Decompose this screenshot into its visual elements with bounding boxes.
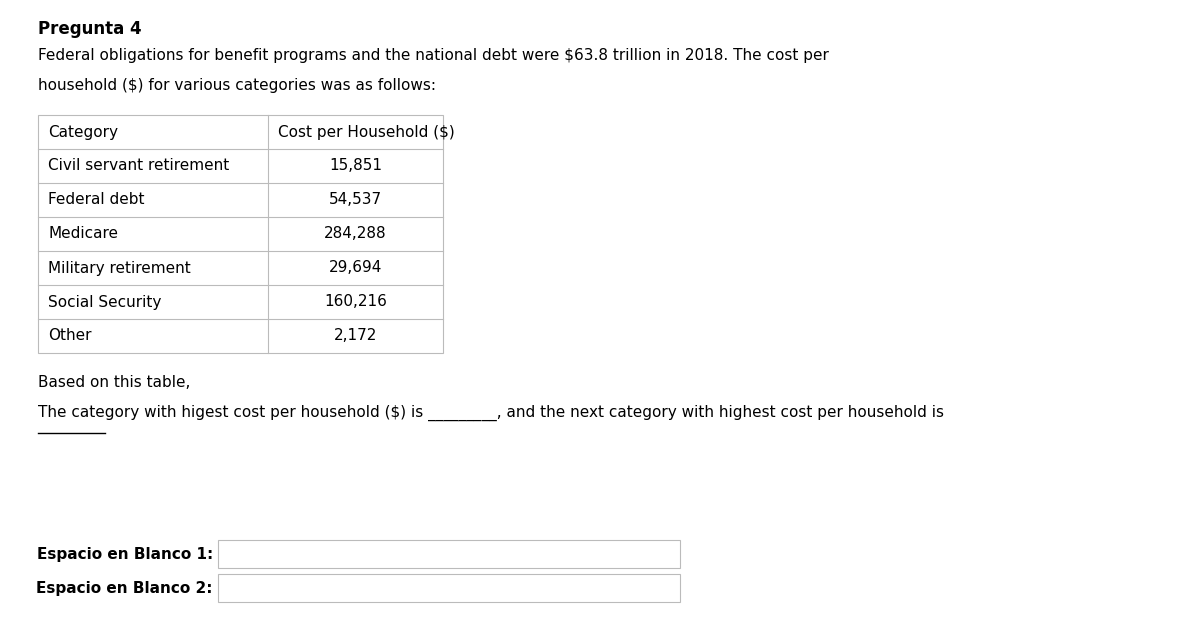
Text: Espacio en Blanco 2:: Espacio en Blanco 2: xyxy=(36,581,214,595)
Text: 160,216: 160,216 xyxy=(324,294,386,310)
Bar xyxy=(218,574,680,602)
Text: Other: Other xyxy=(48,329,91,343)
Text: Federal obligations for benefit programs and the national debt were $63.8 trilli: Federal obligations for benefit programs… xyxy=(38,48,829,63)
Text: 29,694: 29,694 xyxy=(329,261,382,275)
Text: The category with higest cost per household ($) is _________, and the next categ: The category with higest cost per househ… xyxy=(38,405,944,421)
Text: Pregunta 4: Pregunta 4 xyxy=(38,20,142,38)
Text: Category: Category xyxy=(48,125,118,139)
Text: 284,288: 284,288 xyxy=(324,226,386,242)
Text: household ($) for various categories was as follows:: household ($) for various categories was… xyxy=(38,78,436,93)
Text: 54,537: 54,537 xyxy=(329,193,382,207)
Bar xyxy=(218,540,680,568)
Text: 2,172: 2,172 xyxy=(334,329,377,343)
Text: Medicare: Medicare xyxy=(48,226,118,242)
Text: Social Security: Social Security xyxy=(48,294,161,310)
Text: Military retirement: Military retirement xyxy=(48,261,191,275)
Text: Federal debt: Federal debt xyxy=(48,193,144,207)
Text: Civil servant retirement: Civil servant retirement xyxy=(48,158,229,174)
Text: Espacio en Blanco 1:: Espacio en Blanco 1: xyxy=(37,546,214,562)
Text: 15,851: 15,851 xyxy=(329,158,382,174)
Text: Cost per Household ($): Cost per Household ($) xyxy=(278,125,455,139)
Text: Based on this table,: Based on this table, xyxy=(38,375,191,390)
Bar xyxy=(38,115,443,353)
